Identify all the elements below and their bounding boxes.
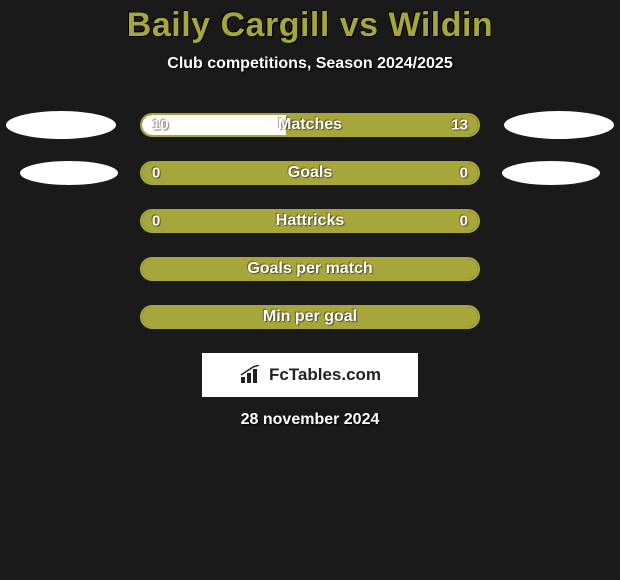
stat-row: Min per goal xyxy=(0,305,620,329)
stat-bar: Goals per match xyxy=(140,257,480,281)
stat-label: Min per goal xyxy=(263,308,357,326)
stat-bar: Min per goal xyxy=(140,305,480,329)
stat-rows: 10 13 Matches 0 0 Goals 0 0 Hattricks Goals per m… xyxy=(0,113,620,329)
date-line: 28 november 2024 xyxy=(0,411,620,429)
stat-label: Goals per match xyxy=(247,260,372,278)
player-marker-right xyxy=(504,111,614,139)
player-marker-left xyxy=(20,161,118,185)
stat-row: 10 13 Matches xyxy=(0,113,620,137)
subtitle: Club competitions, Season 2024/2025 xyxy=(0,55,620,73)
stat-row: Goals per match xyxy=(0,257,620,281)
stat-value-right: 13 xyxy=(451,117,468,134)
stat-bar: 0 0 Hattricks xyxy=(140,209,480,233)
logo-text: FcTables.com xyxy=(269,365,381,385)
logo-box: FcTables.com xyxy=(202,353,418,397)
stat-value-left: 0 xyxy=(152,165,160,182)
stat-bar: 10 13 Matches xyxy=(140,113,480,137)
stat-row: 0 0 Goals xyxy=(0,161,620,185)
player-marker-left xyxy=(6,111,116,139)
stat-label: Matches xyxy=(278,116,342,134)
stat-value-left: 10 xyxy=(152,117,169,134)
logo: FcTables.com xyxy=(239,365,381,385)
comparison-card: Baily Cargill vs Wildin Club competition… xyxy=(0,0,620,429)
stat-row: 0 0 Hattricks xyxy=(0,209,620,233)
stat-bar: 0 0 Goals xyxy=(140,161,480,185)
page-title: Baily Cargill vs Wildin xyxy=(0,6,620,45)
stat-value-left: 0 xyxy=(152,213,160,230)
stat-label: Goals xyxy=(288,164,332,182)
chart-icon xyxy=(239,365,265,385)
player-marker-right xyxy=(502,161,600,185)
stat-value-right: 0 xyxy=(460,213,468,230)
stat-label: Hattricks xyxy=(276,212,344,230)
stat-value-right: 0 xyxy=(460,165,468,182)
